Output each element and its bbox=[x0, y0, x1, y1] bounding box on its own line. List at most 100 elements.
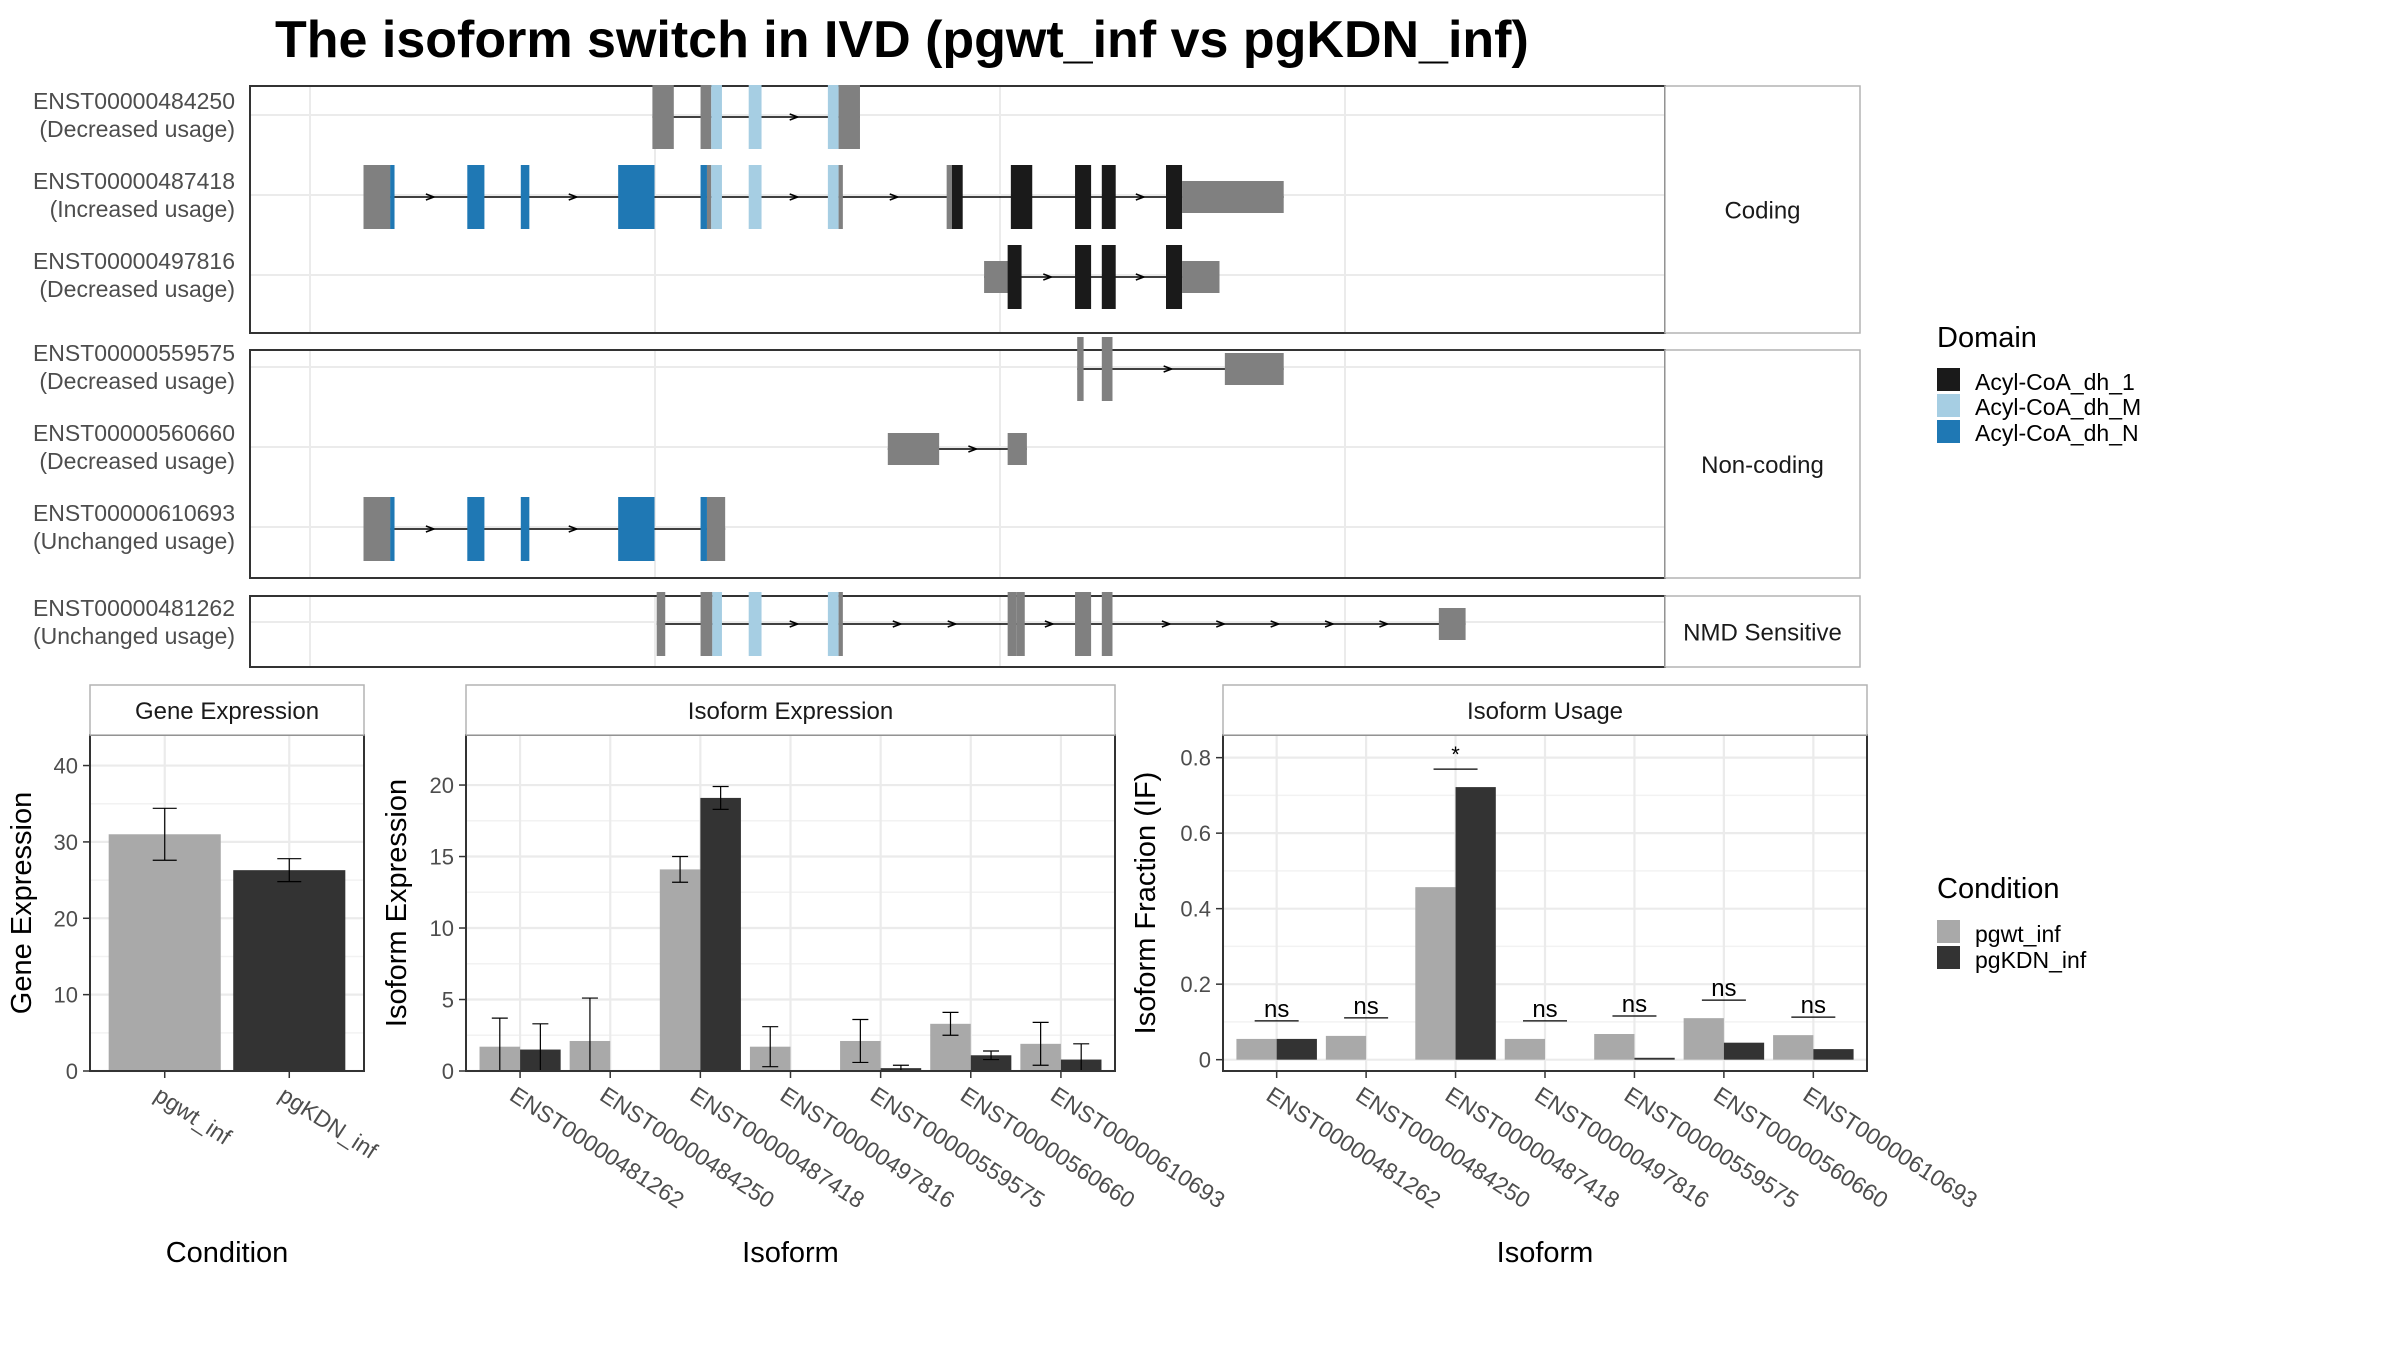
direction-arrow bbox=[1135, 273, 1146, 281]
isoform-id-label: ENST00000487418 bbox=[33, 168, 235, 194]
direction-arrow bbox=[892, 620, 903, 628]
isoform-id-label: ENST00000560660 bbox=[33, 420, 235, 446]
bar-pgKDN_inf-ENST00000560660 bbox=[1723, 1042, 1765, 1060]
domain-exon-acyl-M bbox=[748, 85, 762, 149]
bar-pgKDN_inf-ENST00000560660 bbox=[970, 1055, 1012, 1071]
utr-exon bbox=[887, 433, 940, 465]
domain-legend-title: Domain bbox=[1937, 322, 2037, 354]
structure-strip bbox=[1664, 349, 1861, 579]
error-bar bbox=[1032, 1021, 1049, 1066]
significance-label: * bbox=[1451, 742, 1460, 767]
legend-label-pgkdn-inf: pgKDN_inf bbox=[1975, 947, 2087, 973]
gene-expression-panel: Gene Expression 0 10 20 30 40 pgwt_inf pgKDN_in… bbox=[6, 684, 383, 1269]
bar-pgwt_inf-ENST00000487418 bbox=[659, 869, 701, 1071]
structure-strip-label: Coding bbox=[1724, 198, 1800, 225]
y-tick-label: 5 bbox=[442, 988, 454, 1013]
bar-pgKDN_inf bbox=[233, 870, 346, 1071]
domain-exon-acyl-M bbox=[712, 592, 722, 656]
structure-strip-label: Non-coding bbox=[1701, 452, 1824, 479]
bar-pgwt_inf-ENST00000481262 bbox=[1236, 1038, 1277, 1060]
y-tick-label: 0.8 bbox=[1180, 746, 1211, 771]
x-tick-label: pgwt_inf bbox=[150, 1081, 237, 1150]
y-axis-title: Gene Expression bbox=[6, 792, 38, 1014]
error-bar bbox=[942, 1011, 959, 1036]
isoform-usage-label: (Decreased usage) bbox=[39, 116, 235, 142]
domain-exon-acyl-M bbox=[711, 165, 722, 229]
significance-label: ns bbox=[1353, 993, 1378, 1020]
utr-exon bbox=[706, 165, 712, 229]
domain-exon-acyl-1 bbox=[1075, 165, 1092, 229]
utr-exon bbox=[700, 592, 713, 656]
legend-label-pgwt-inf: pgwt_inf bbox=[1975, 921, 2061, 947]
utr-exon bbox=[984, 261, 1011, 293]
utr-exon bbox=[700, 85, 712, 149]
legend-swatch-acyl-coa-dh-1 bbox=[1937, 368, 1960, 391]
domain-exon-acyl-1 bbox=[1075, 245, 1092, 309]
domain-exon-acyl-N bbox=[700, 497, 707, 561]
utr-exon bbox=[368, 497, 391, 561]
y-tick-label: 0 bbox=[1199, 1048, 1211, 1073]
domain-exon-acyl-1 bbox=[1007, 245, 1022, 309]
y-tick-label: 20 bbox=[54, 906, 78, 931]
y-tick-label: 15 bbox=[430, 845, 454, 870]
utr-exon bbox=[1077, 337, 1084, 401]
direction-arrow bbox=[1161, 620, 1173, 628]
isoform-id-label: ENST00000559575 bbox=[33, 340, 235, 366]
direction-arrow bbox=[889, 193, 900, 201]
bar-pgwt_inf-ENST00000487418 bbox=[1415, 887, 1456, 1060]
domain-exon-acyl-1 bbox=[1010, 165, 1033, 229]
x-tick-label: pgKDN_inf bbox=[275, 1081, 383, 1164]
direction-arrow bbox=[947, 620, 958, 628]
domain-exon-acyl-N bbox=[520, 165, 530, 229]
bar-pgwt_inf-ENST00000497816 bbox=[1504, 1038, 1545, 1060]
structure-strip bbox=[1664, 85, 1861, 334]
domain-legend: Domain Acyl-CoA_dh_1 Acyl-CoA_dh_M Acyl-… bbox=[1937, 322, 2141, 446]
y-axis-title: Isoform Expression bbox=[381, 779, 413, 1027]
utr-exon bbox=[1016, 592, 1025, 656]
y-tick-label: 40 bbox=[54, 754, 78, 779]
direction-arrow bbox=[1135, 193, 1146, 201]
condition-legend: Condition pgwt_inf pgKDN_inf bbox=[1937, 873, 2087, 973]
legend-label-acyl-coa-dh-n: Acyl-CoA_dh_N bbox=[1975, 420, 2139, 446]
isoform-usage-label: (Unchanged usage) bbox=[33, 528, 235, 554]
utr-exon bbox=[1075, 592, 1092, 656]
isoform-usage-label: (Decreased usage) bbox=[39, 276, 235, 302]
domain-exon-acyl-N bbox=[618, 165, 655, 229]
significance-label: ns bbox=[1801, 992, 1826, 1019]
y-tick-label: 20 bbox=[430, 773, 454, 798]
significance-label: ns bbox=[1532, 996, 1557, 1023]
domain-exon-acyl-N bbox=[467, 165, 485, 229]
bar-pgwt_inf-ENST00000560660 bbox=[1683, 1018, 1724, 1060]
panel-strip-label: Isoform Expression bbox=[688, 698, 893, 725]
legend-swatch-pgwt-inf bbox=[1937, 920, 1960, 943]
utr-exon bbox=[656, 592, 666, 656]
isoform-id-label: ENST00000497816 bbox=[33, 248, 235, 274]
isoform-usage-label: (Increased usage) bbox=[50, 196, 235, 222]
error-bar bbox=[712, 785, 729, 810]
domain-exon-acyl-N bbox=[520, 497, 530, 561]
y-tick-label: 0.6 bbox=[1180, 821, 1211, 846]
y-tick-label: 30 bbox=[54, 830, 78, 855]
y-tick-label: 10 bbox=[54, 983, 78, 1008]
isoform-id-label: ENST00000610693 bbox=[33, 500, 235, 526]
direction-arrow bbox=[568, 525, 579, 533]
direction-arrow bbox=[1044, 620, 1056, 628]
error-bar bbox=[983, 1050, 1000, 1061]
panel-strip bbox=[89, 684, 365, 736]
domain-exon-acyl-N bbox=[390, 165, 395, 229]
direction-arrow bbox=[1379, 620, 1390, 628]
direction-arrow bbox=[789, 113, 800, 121]
direction-arrow bbox=[1043, 273, 1054, 281]
domain-exon-acyl-M bbox=[711, 85, 722, 149]
domain-exon-acyl-1 bbox=[1166, 165, 1183, 229]
direction-arrow bbox=[968, 445, 979, 453]
utr-exon bbox=[1007, 592, 1017, 656]
bar-pgKDN_inf-ENST00000610693 bbox=[1813, 1049, 1854, 1060]
bar-pgKDN_inf-ENST00000481262 bbox=[1276, 1038, 1317, 1060]
domain-exon-acyl-1 bbox=[1101, 245, 1116, 309]
utr-exon bbox=[838, 85, 845, 149]
utr-exon bbox=[1438, 608, 1466, 640]
domain-exon-acyl-N bbox=[390, 497, 395, 561]
panel-strip bbox=[465, 684, 1116, 736]
significance-label: ns bbox=[1264, 996, 1289, 1023]
